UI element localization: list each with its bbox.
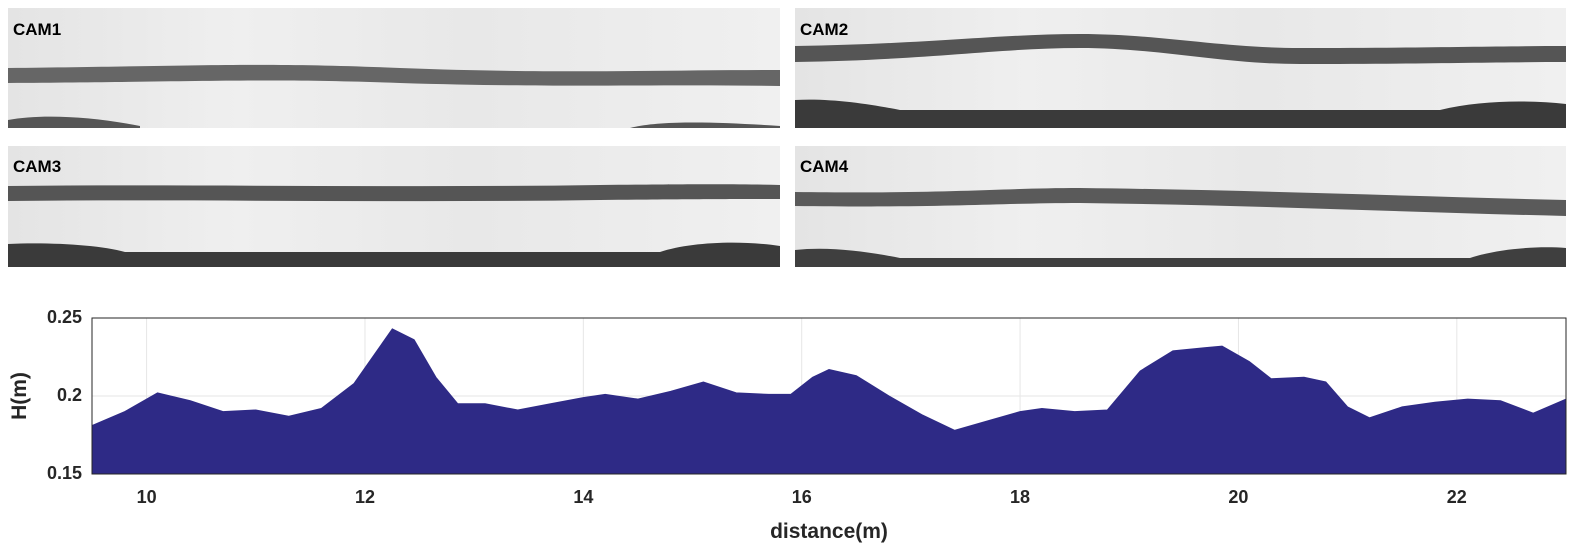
plot-frame [91,317,1567,475]
y-tick-label: 0.15 [47,463,82,483]
y-tick-label: 0.25 [47,307,82,327]
band [795,34,1566,64]
camera-panel: CAM1 [8,8,780,128]
x-tick-label: 10 [137,487,157,507]
x-axis-label: distance(m) [770,520,888,543]
camera-image [795,8,1566,128]
ground [8,116,780,128]
band [8,64,780,86]
band [795,188,1566,216]
x-tick-label: 18 [1010,487,1030,507]
y-tick-label: 0.2 [57,385,82,405]
x-tick-label: 16 [792,487,812,507]
y-axis-label: H(m) [8,372,31,420]
ground [795,99,1566,128]
chart: 10 12 14 16 18 20 22 0.15 0.2 0.25 distance(m) H(m) [8,307,1567,543]
camera-panel: CAM2 [795,8,1566,128]
band [8,184,780,202]
camera-label: CAM2 [800,20,848,39]
area [91,328,1567,475]
camera-label: CAM3 [13,157,61,176]
camera-panel: CAM3 [8,146,780,267]
camera-label: CAM4 [800,157,849,176]
x-tick-label: 12 [355,487,375,507]
camera-panel: CAM4 [795,146,1566,267]
camera-label: CAM1 [13,20,61,39]
x-tick-label: 22 [1447,487,1467,507]
ground [795,247,1566,267]
camera-image [8,146,780,267]
x-tick-label: 14 [573,487,593,507]
ground [8,242,780,267]
x-tick-label: 20 [1228,487,1248,507]
